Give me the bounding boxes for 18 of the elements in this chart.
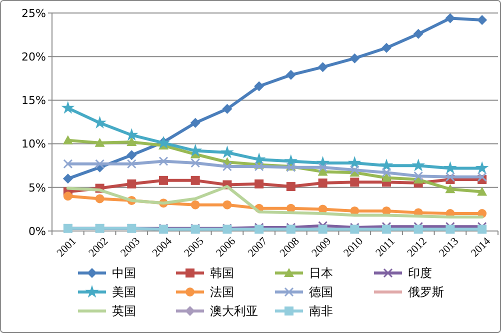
legend-label: 南非	[309, 304, 333, 318]
legend-label: 美国	[112, 285, 136, 300]
legend-label: 印度	[408, 266, 432, 280]
legend-label: 德国	[309, 285, 333, 300]
y-tick-label: 5%	[28, 181, 46, 194]
legend-label: 法国	[210, 285, 234, 300]
legend-label: 韩国	[210, 266, 234, 280]
legend-label: 澳大利亚	[210, 304, 258, 318]
y-tick-label: 10%	[22, 138, 46, 151]
legend-label: 英国	[112, 304, 136, 318]
legend-label: 日本	[309, 266, 333, 280]
y-tick-label: 0%	[28, 224, 46, 238]
legend-label: 中国	[112, 266, 136, 280]
y-tick-label: 20%	[22, 50, 46, 64]
y-tick-label: 15%	[22, 94, 46, 108]
legend-label: 俄罗斯	[408, 285, 444, 300]
y-tick-label: 25%	[22, 6, 46, 20]
x-tick-label: 2011	[374, 235, 398, 260]
